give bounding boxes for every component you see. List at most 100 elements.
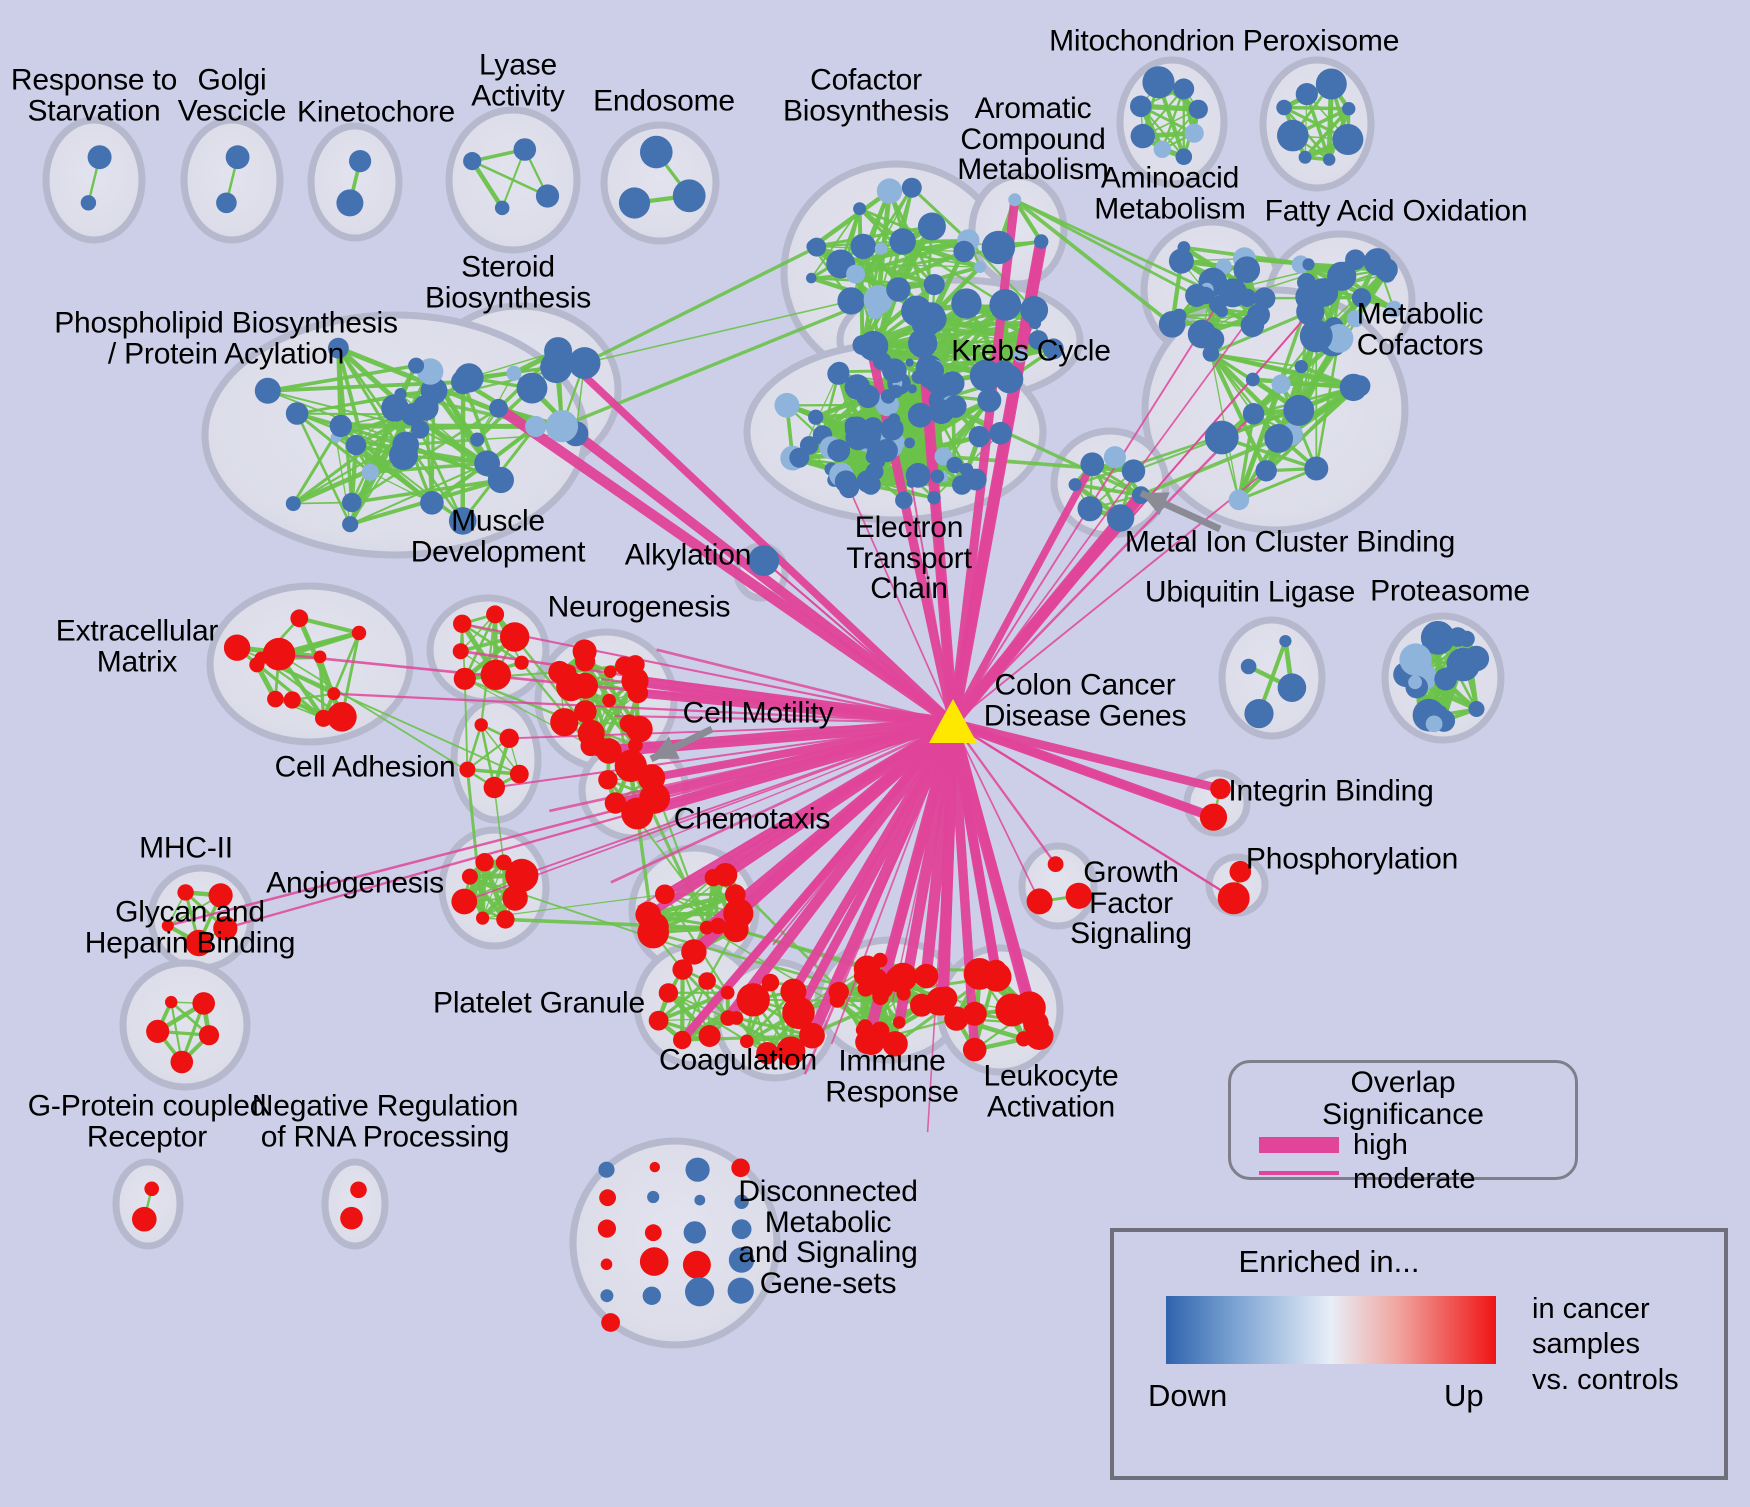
- gene-set-node: [907, 402, 933, 428]
- gene-set-node: [989, 289, 1022, 321]
- gene-set-node: [1026, 888, 1053, 915]
- gene-set-node: [969, 359, 1002, 392]
- gene-set-node: [874, 242, 888, 255]
- gene-set-node: [1302, 258, 1315, 271]
- gene-set-node: [342, 492, 362, 513]
- gene-set-node: [285, 402, 309, 425]
- gene-set-node: [640, 135, 673, 169]
- overlap-edge: [948, 722, 980, 1050]
- similarity-edge: [322, 632, 361, 719]
- gene-set-node: [1315, 68, 1347, 100]
- arrow-metal-ion-cluster-binding-head: [1141, 492, 1170, 516]
- gene-set-node: [412, 394, 439, 421]
- gene-set-node: [1342, 102, 1356, 116]
- gene-set-node: [1175, 148, 1193, 165]
- gene-set-node: [828, 981, 849, 1003]
- overlap-edge: [572, 429, 956, 727]
- overlap-edge: [167, 721, 954, 927]
- gene-set-node: [989, 421, 1012, 445]
- gene-set-node: [1204, 420, 1239, 455]
- gene-set-node: [1304, 456, 1329, 481]
- gene-set-node: [1244, 699, 1274, 729]
- similarity-edge: [1210, 352, 1280, 440]
- gene-set-node: [545, 410, 579, 443]
- overlap-edge: [952, 470, 1267, 724]
- overlap-edge: [732, 722, 954, 914]
- overlap-legend-moderate-label: moderate: [1353, 1163, 1476, 1195]
- gene-set-node: [480, 659, 511, 690]
- gene-set-node: [713, 863, 738, 887]
- gene-set-node: [953, 240, 975, 263]
- gene-set-node: [731, 1158, 750, 1178]
- similarity-edge: [260, 657, 520, 775]
- gene-set-node: [639, 1247, 669, 1276]
- overlap-edge: [333, 692, 954, 725]
- gene-set-node: [901, 177, 922, 198]
- gene-set-node: [1277, 673, 1307, 702]
- cluster-halo: [321, 1158, 389, 1250]
- gene-set-node: [919, 369, 940, 389]
- gene-set-node: [789, 447, 810, 468]
- gene-set-node: [516, 372, 548, 404]
- gene-set-node: [862, 338, 878, 354]
- gene-set-node: [1458, 630, 1475, 648]
- gene-set-node: [658, 983, 679, 1003]
- gene-set-node: [1042, 338, 1064, 360]
- gene-set-node: [144, 1181, 159, 1197]
- gene-set-node: [914, 317, 931, 334]
- gene-set-node: [1121, 459, 1146, 483]
- overlap-edge: [926, 722, 954, 1133]
- gene-set-node: [698, 972, 716, 990]
- gene-set-node: [596, 738, 622, 764]
- gene-set-node: [283, 691, 301, 709]
- gene-set-node: [776, 1036, 806, 1066]
- overlap-edge: [555, 348, 956, 726]
- overlap-edge: [794, 720, 957, 1015]
- gene-set-node: [621, 797, 654, 830]
- gene-set-node: [453, 614, 472, 633]
- enriched-legend-up-label: Up: [1444, 1378, 1484, 1413]
- overlap-edge: [460, 649, 954, 725]
- gene-set-node: [729, 1011, 744, 1025]
- gene-set-node: [685, 1277, 715, 1307]
- overlap-edge: [952, 297, 1266, 724]
- gene-set-node: [514, 655, 529, 670]
- similarity-edge: [584, 300, 852, 364]
- similarity-edge: [296, 412, 372, 474]
- gene-set-node: [740, 1034, 754, 1049]
- gene-set-node: [923, 274, 945, 296]
- gene-set-node: [146, 1019, 170, 1043]
- gene-set-node: [1218, 278, 1248, 308]
- gene-set-node: [1168, 248, 1194, 274]
- gene-set-node: [161, 919, 174, 932]
- gene-set-node: [720, 985, 735, 1000]
- gene-set-node: [874, 439, 898, 463]
- similarity-edge: [1284, 105, 1349, 111]
- similarity-edge: [1074, 482, 1142, 497]
- gene-set-node: [698, 1025, 721, 1047]
- gene-set-node: [1077, 496, 1103, 522]
- gene-set-node: [748, 545, 780, 576]
- similarity-edge: [318, 656, 326, 719]
- gene-set-node: [885, 966, 912, 993]
- similarity-edge: [1013, 198, 1044, 243]
- gene-set-node: [381, 394, 409, 422]
- gene-set-node: [1242, 403, 1265, 425]
- gene-set-node: [727, 1277, 754, 1304]
- gene-set-node: [1332, 124, 1364, 155]
- gene-set-node: [476, 911, 490, 925]
- gene-set-node: [459, 761, 476, 778]
- gene-set-node: [328, 337, 349, 359]
- colon-cancer-disease-genes-hub: [929, 699, 977, 743]
- gene-set-node: [1202, 345, 1220, 362]
- gene-set-node: [1299, 319, 1333, 353]
- gene-set-node: [927, 491, 941, 505]
- similarity-edge: [482, 893, 665, 919]
- gene-set-node: [329, 414, 352, 438]
- gene-set-node: [535, 184, 560, 208]
- similarity-edge: [901, 239, 981, 270]
- overlap-significance-legend: Overlap Significance high moderate: [1228, 1060, 1578, 1195]
- overlap-edge: [614, 714, 954, 725]
- gene-set-node: [598, 1161, 615, 1178]
